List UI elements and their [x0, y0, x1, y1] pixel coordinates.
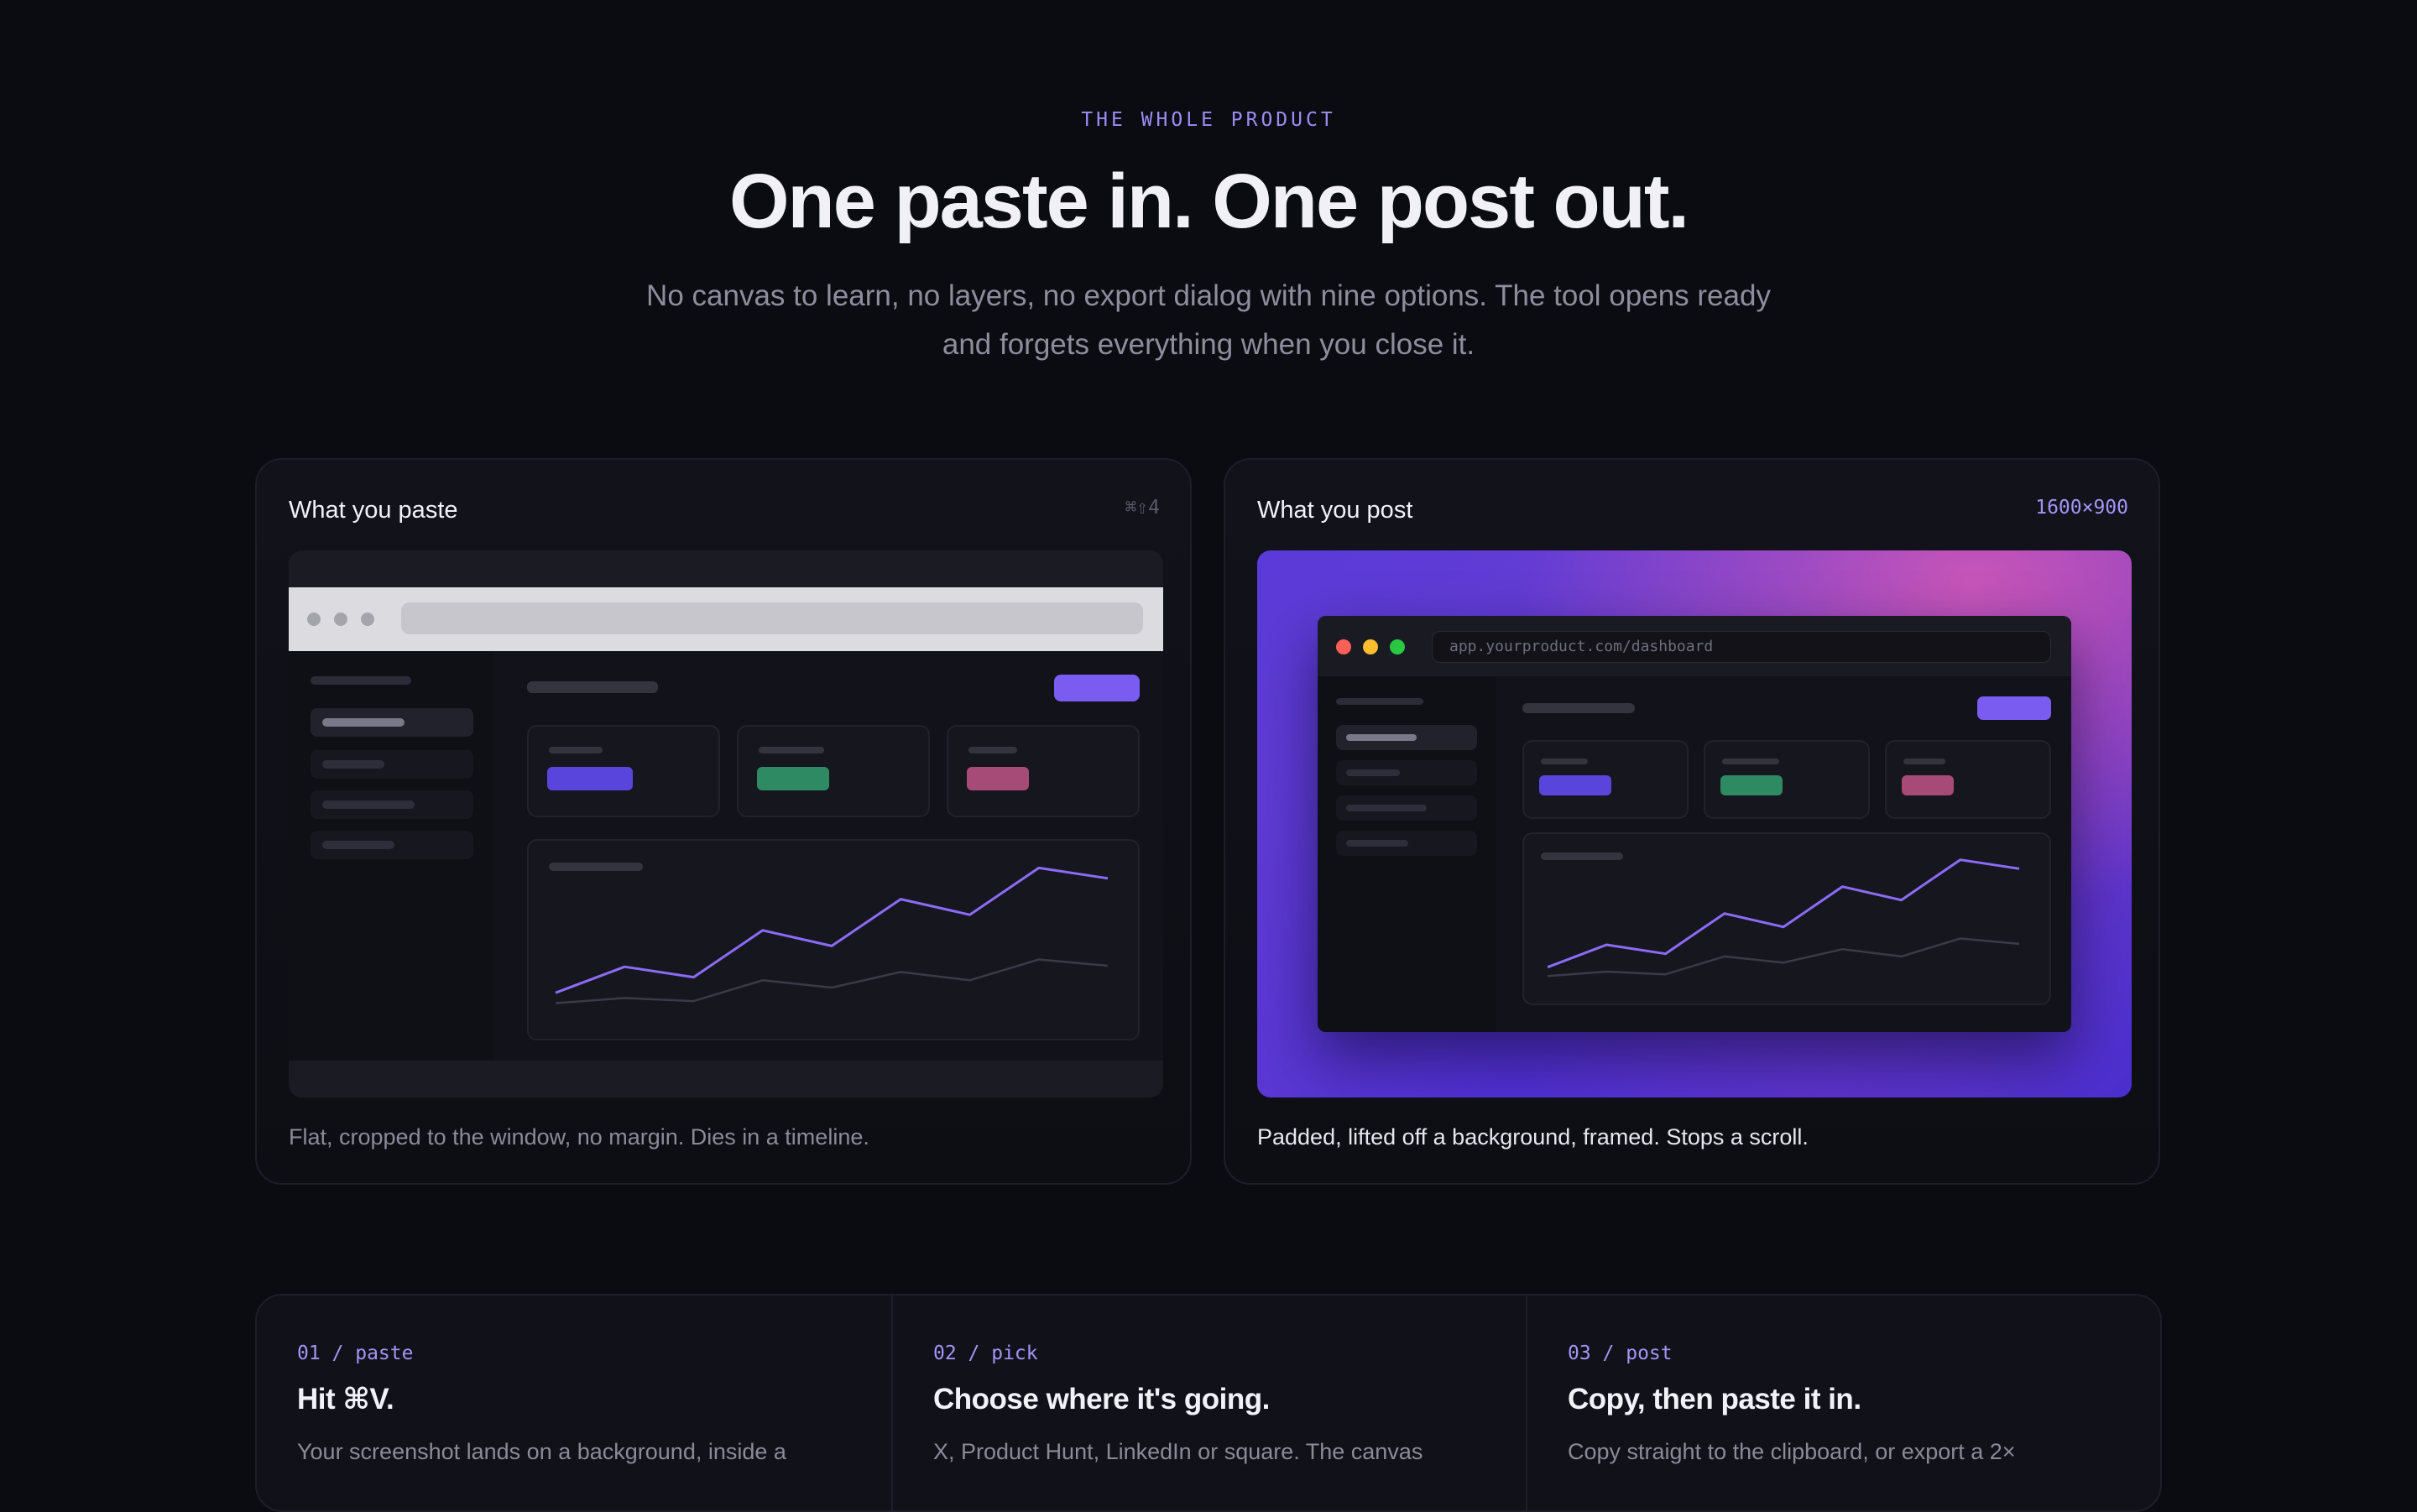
mock-line-chart	[555, 866, 1109, 1004]
sidebar-heading-placeholder	[1336, 698, 1423, 705]
close-dot-icon	[1336, 639, 1351, 654]
chart-title-placeholder	[549, 863, 643, 871]
step-post: 03 / post Copy, then paste it in. Copy s…	[1526, 1296, 2160, 1510]
stat-card	[1522, 740, 1689, 819]
step-title: Hit ⌘V.	[297, 1383, 394, 1416]
step-number: 01 / paste	[297, 1343, 414, 1364]
mock-primary-button	[1054, 675, 1140, 701]
step-body: X, Product Hunt, LinkedIn or square. The…	[933, 1439, 1423, 1464]
minimize-dot-icon	[1363, 639, 1378, 654]
step-title: Copy, then paste it in.	[1568, 1383, 1861, 1416]
mock-primary-button	[1977, 696, 2051, 720]
post-card-title: What you post	[1257, 497, 1413, 524]
step-title: Choose where it's going.	[933, 1383, 1270, 1416]
sidebar-item	[311, 750, 473, 779]
stat-card	[1704, 740, 1870, 819]
stat-card	[527, 725, 720, 817]
mock-line-chart	[1547, 858, 2020, 978]
mock-sidebar	[289, 651, 493, 1061]
address-bar: app.yourproduct.com/dashboard	[1432, 631, 2051, 663]
post-card-caption: Padded, lifted off a background, framed.…	[1257, 1124, 1809, 1150]
page-title: One paste in. One post out.	[728, 159, 1689, 244]
raw-screenshot-preview	[289, 550, 1163, 1098]
chart-series-primary-line	[1547, 858, 2020, 969]
step-number: 03 / post	[1568, 1343, 1673, 1364]
paste-card: What you paste ⌘⇧4	[255, 458, 1192, 1185]
chart-title-placeholder	[1541, 852, 1623, 860]
dashboard-heading-placeholder	[527, 681, 658, 693]
chart-series-secondary-line	[555, 958, 1109, 1004]
chart-panel	[1522, 832, 2051, 1005]
paste-card-caption: Flat, cropped to the window, no margin. …	[289, 1124, 869, 1150]
step-pick: 02 / pick Choose where it's going. X, Pr…	[891, 1296, 1526, 1510]
address-bar	[401, 602, 1143, 634]
shortcut-label: ⌘⇧4	[1125, 497, 1160, 519]
sidebar-item	[311, 831, 473, 859]
section-eyebrow: THE WHOLE PRODUCT	[1081, 109, 1336, 131]
paste-card-title: What you paste	[289, 497, 458, 524]
chart-panel	[527, 839, 1140, 1040]
sidebar-item	[1336, 795, 1477, 821]
chart-series-secondary-line	[1547, 937, 2020, 978]
window-dot-icon	[334, 613, 347, 626]
browser-titlebar: app.yourproduct.com/dashboard	[1318, 616, 2071, 676]
step-paste: 01 / paste Hit ⌘V. Your screenshot lands…	[257, 1296, 891, 1510]
stat-card	[737, 725, 930, 817]
mock-dashboard	[1318, 676, 2071, 1032]
stat-card	[947, 725, 1140, 817]
sidebar-item	[1336, 760, 1477, 785]
window-dot-icon	[307, 613, 321, 626]
sidebar-item	[1336, 725, 1477, 750]
dashboard-heading-placeholder	[1522, 703, 1635, 713]
preview-top-strip	[289, 550, 1163, 587]
sidebar-item	[1336, 831, 1477, 856]
step-number: 02 / pick	[933, 1343, 1038, 1364]
preview-bottom-strip	[289, 1061, 1163, 1098]
window-dot-icon	[361, 613, 374, 626]
steps-strip: 01 / paste Hit ⌘V. Your screenshot lands…	[255, 1294, 2162, 1512]
output-size-label: 1600×900	[2035, 497, 2128, 519]
sidebar-item	[311, 790, 473, 819]
sidebar-item	[311, 708, 473, 737]
mock-sidebar	[1318, 676, 1496, 1032]
mock-dashboard	[289, 651, 1163, 1061]
framed-browser-window: app.yourproduct.com/dashboard	[1318, 616, 2071, 1032]
maximize-dot-icon	[1390, 639, 1405, 654]
step-body: Your screenshot lands on a background, i…	[297, 1439, 786, 1464]
page-subtitle: No canvas to learn, no layers, no export…	[646, 279, 1771, 361]
chart-series-primary-line	[555, 866, 1109, 994]
framed-screenshot-preview: app.yourproduct.com/dashboard	[1257, 550, 2132, 1098]
step-body: Copy straight to the clipboard, or expor…	[1568, 1439, 2016, 1464]
sidebar-heading-placeholder	[311, 676, 411, 685]
stat-card	[1885, 740, 2051, 819]
post-card: What you post 1600×900 app.yourproduct.c…	[1224, 458, 2160, 1185]
browser-toolbar	[289, 587, 1163, 651]
